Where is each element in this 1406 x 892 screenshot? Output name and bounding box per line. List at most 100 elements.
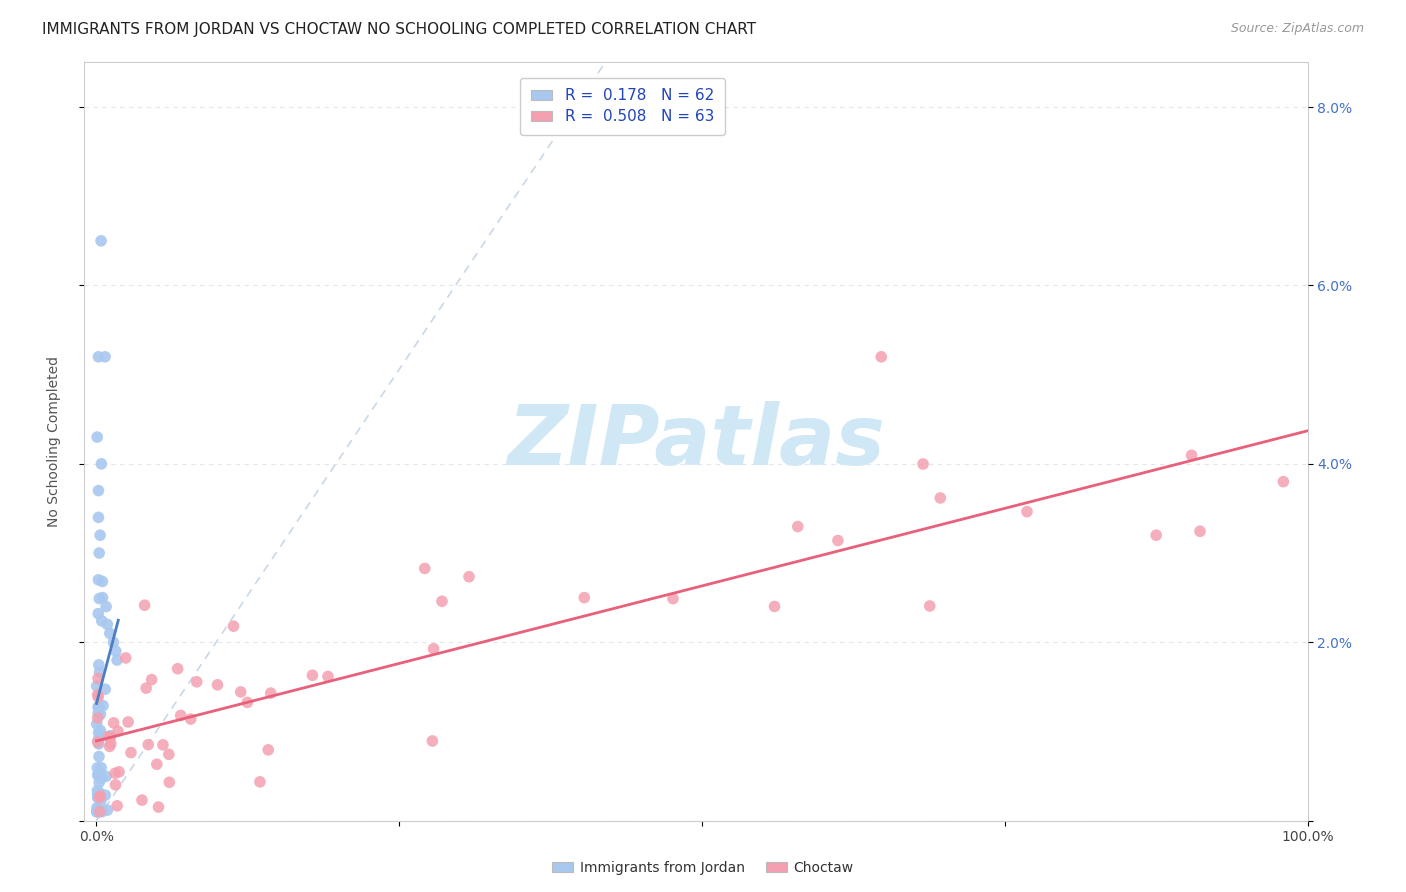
Point [96, 617, 118, 632]
Point [87, 700, 110, 714]
Point [87, 805, 110, 819]
Point [114, 651, 136, 665]
Point [98, 731, 121, 745]
Point [103, 635, 125, 649]
Point [100, 737, 122, 751]
Point [89, 707, 111, 722]
Point [422, 641, 444, 656]
Point [87, 690, 110, 704]
Point [86, 805, 108, 819]
Point [86, 735, 108, 749]
Point [94, 682, 117, 697]
Point [152, 738, 174, 752]
Point [90, 795, 112, 809]
Point [105, 798, 128, 813]
Point [86, 804, 108, 818]
Point [86, 711, 108, 725]
Point [87, 350, 110, 364]
Point [413, 561, 436, 575]
Point [96, 769, 118, 783]
Point [87, 706, 110, 721]
Point [180, 712, 202, 726]
Point [91, 574, 114, 589]
Point [104, 644, 127, 658]
Point [918, 599, 941, 613]
Point [120, 746, 142, 760]
Point [1181, 448, 1204, 462]
Point [157, 775, 180, 789]
Point [98, 739, 121, 754]
Point [98, 626, 121, 640]
Legend: Immigrants from Jordan, Choctaw: Immigrants from Jordan, Choctaw [547, 855, 859, 880]
Point [89, 723, 111, 738]
Point [458, 570, 481, 584]
Point [87, 787, 110, 801]
Point [87, 510, 110, 524]
Point [422, 734, 444, 748]
Point [87, 733, 110, 747]
Point [86, 805, 108, 819]
Point [146, 757, 169, 772]
Point [91, 805, 114, 819]
Point [117, 714, 139, 729]
Point [131, 793, 153, 807]
Point [87, 767, 110, 781]
Point [87, 731, 110, 746]
Point [1144, 528, 1167, 542]
Point [148, 800, 170, 814]
Text: Source: ZipAtlas.com: Source: ZipAtlas.com [1230, 22, 1364, 36]
Text: IMMIGRANTS FROM JORDAN VS CHOCTAW NO SCHOOLING COMPLETED CORRELATION CHART: IMMIGRANTS FROM JORDAN VS CHOCTAW NO SCH… [42, 22, 756, 37]
Point [87, 483, 110, 498]
Point [90, 761, 112, 775]
Point [87, 672, 110, 686]
Point [89, 591, 111, 606]
Point [89, 665, 111, 679]
Point [86, 688, 108, 702]
Point [136, 738, 159, 752]
Point [430, 594, 453, 608]
Point [86, 783, 108, 797]
Point [87, 607, 110, 621]
Point [87, 725, 110, 739]
Point [90, 614, 112, 628]
Point [186, 674, 208, 689]
Point [86, 790, 108, 805]
Point [170, 708, 193, 723]
Point [87, 573, 110, 587]
Point [89, 546, 111, 560]
Point [89, 528, 111, 542]
Y-axis label: No Schooling Completed: No Schooling Completed [46, 356, 60, 527]
Point [105, 653, 128, 667]
Point [90, 457, 112, 471]
Point [763, 599, 786, 614]
Point [86, 761, 108, 775]
Point [86, 717, 108, 731]
Point [134, 598, 156, 612]
Point [108, 764, 131, 779]
Point [870, 350, 893, 364]
Point [104, 766, 127, 780]
Point [260, 686, 283, 700]
Point [912, 457, 935, 471]
Legend: R =  0.178   N = 62, R =  0.508   N = 63: R = 0.178 N = 62, R = 0.508 N = 63 [520, 78, 724, 136]
Point [89, 766, 111, 780]
Point [91, 698, 114, 713]
Point [87, 749, 110, 764]
Point [662, 591, 685, 606]
Point [107, 724, 129, 739]
Point [94, 788, 117, 802]
Point [91, 591, 114, 605]
Point [316, 669, 339, 683]
Point [141, 673, 163, 687]
Point [786, 519, 808, 533]
Point [89, 805, 111, 819]
Point [90, 771, 112, 785]
Point [86, 801, 108, 815]
Text: ZIPatlas: ZIPatlas [508, 401, 884, 482]
Point [574, 591, 596, 605]
Point [207, 678, 229, 692]
Point [104, 778, 127, 792]
Point [96, 599, 118, 614]
Point [94, 350, 117, 364]
Point [87, 770, 110, 784]
